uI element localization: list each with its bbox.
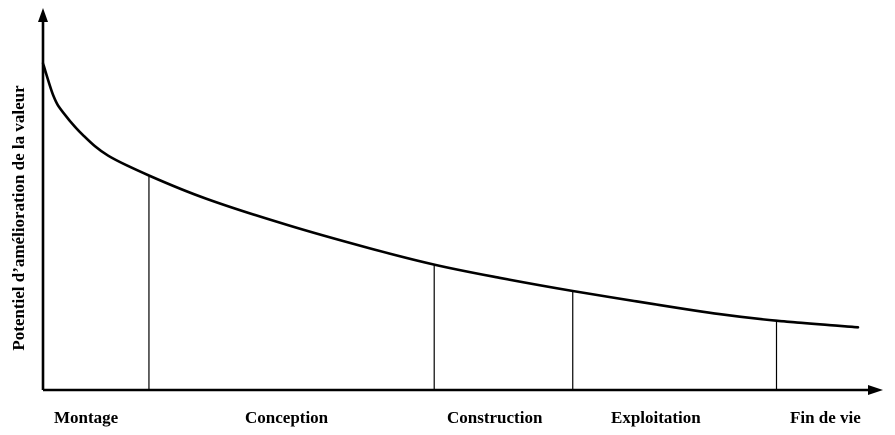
y-axis-arrow: [38, 8, 48, 22]
phase-label-exploitation: Exploitation: [611, 408, 701, 427]
phase-labels: Montage Conception Construction Exploita…: [54, 408, 861, 427]
value-curve: [41, 62, 860, 329]
x-axis-arrow: [868, 385, 883, 395]
phase-dividers: [148, 175, 778, 390]
phase-label-montage: Montage: [54, 408, 119, 427]
y-axis-title: Potentiel d’amélioration de la valeur: [9, 85, 28, 351]
phase-label-fin-de-vie: Fin de vie: [790, 408, 861, 427]
y-axis: [38, 8, 48, 390]
x-axis: [43, 385, 883, 395]
phase-label-construction: Construction: [447, 408, 543, 427]
phase-label-conception: Conception: [245, 408, 329, 427]
